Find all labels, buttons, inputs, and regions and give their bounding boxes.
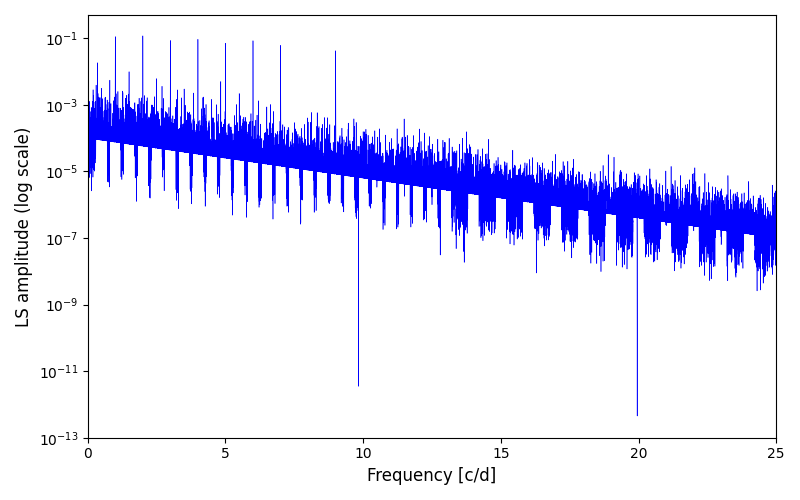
X-axis label: Frequency [c/d]: Frequency [c/d]: [367, 467, 497, 485]
Y-axis label: LS amplitude (log scale): LS amplitude (log scale): [15, 126, 33, 326]
